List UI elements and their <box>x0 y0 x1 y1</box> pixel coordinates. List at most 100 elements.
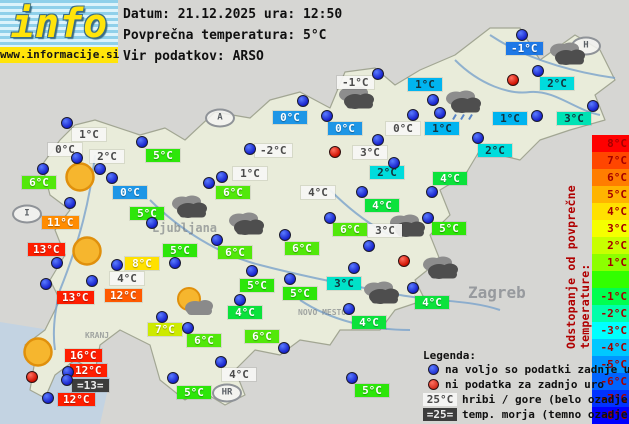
city-label: KRANJ <box>85 331 110 340</box>
temp-label: 6°C <box>187 334 221 347</box>
cloud-icon <box>172 195 207 218</box>
city-label: Zagreb <box>468 283 526 302</box>
station-dot-missing <box>398 255 410 267</box>
cloud-rain-icon <box>446 90 481 121</box>
temp-label: 5°C <box>283 287 317 300</box>
station-dot-ok <box>278 342 290 354</box>
scale-cell: -8°C <box>592 407 629 424</box>
header-source: Vir podatkov: ARSO <box>123 49 264 64</box>
station-dot-ok <box>297 95 309 107</box>
cloud-icon <box>550 42 585 65</box>
station-dot-ok <box>203 177 215 189</box>
temp-label: 4°C <box>222 368 256 381</box>
station-dot-ok <box>426 186 438 198</box>
station-dot-ok <box>346 372 358 384</box>
header-info: Datum: 21.12.2025 ura: 12:50 Povprečna t… <box>123 4 342 67</box>
station-dot-ok <box>215 356 227 368</box>
station-dot-ok <box>216 171 228 183</box>
station-dot-ok <box>40 278 52 290</box>
station-dot-ok <box>211 234 223 246</box>
cloud-icon <box>339 86 374 109</box>
sun-icon <box>65 162 95 192</box>
station-dot-missing <box>507 74 519 86</box>
sun-icon <box>23 337 53 367</box>
station-dot-ok <box>516 29 528 41</box>
station-dot-ok <box>156 311 168 323</box>
station-dot-ok <box>37 163 49 175</box>
temp-label: 7°C <box>148 323 182 336</box>
station-dot-ok <box>94 163 106 175</box>
temp-label: 6°C <box>245 330 279 343</box>
station-dot-ok <box>356 186 368 198</box>
station-dot-ok <box>348 262 360 274</box>
temp-label: 5°C <box>163 244 197 257</box>
scale-cell: -5°C <box>592 356 629 373</box>
temp-label: 12°C <box>70 364 107 377</box>
white-label-sample: 25°C <box>423 393 457 406</box>
temp-label: 1°C <box>425 122 459 135</box>
temp-label: -1°C <box>506 42 543 55</box>
temp-label: 0°C <box>386 122 420 135</box>
scale-cell: 8°C <box>592 135 629 152</box>
scale-title: Odstopanje od povprečne temperature: <box>564 185 592 349</box>
temp-label: 2°C <box>540 77 574 90</box>
temp-label: 4°C <box>228 306 262 319</box>
temp-label: 8°C <box>125 257 159 270</box>
station-dot-ok <box>434 107 446 119</box>
legend-item-mountains: 25°C hribi / gore (belo ozadje) <box>423 392 629 407</box>
red-dot-icon <box>428 379 439 390</box>
temp-label: 6°C <box>333 223 367 236</box>
station-dot-ok <box>407 282 419 294</box>
logo[interactable]: info <box>0 0 118 47</box>
scale-cell: -6°C <box>592 373 629 390</box>
temp-label: 2°C <box>370 166 404 179</box>
temp-label: 6°C <box>216 186 250 199</box>
temp-label: 0°C <box>113 186 147 199</box>
station-dot-ok <box>321 110 333 122</box>
station-dot-ok <box>61 374 73 386</box>
station-dot-ok <box>531 110 543 122</box>
temp-label: 6°C <box>285 242 319 255</box>
temp-label: 6°C <box>218 246 252 259</box>
scale-cell: -3°C <box>592 322 629 339</box>
scale-cell: -1°C <box>592 288 629 305</box>
station-dot-ok <box>86 275 98 287</box>
station-dot-ok <box>279 229 291 241</box>
scale-cell: -7°C <box>592 390 629 407</box>
legend-item-label: na voljo so podatki zadnje ure <box>445 363 629 376</box>
station-dot-ok <box>427 94 439 106</box>
legend-item-label: hribi / gore (belo ozadje) <box>462 393 629 406</box>
temp-label: 4°C <box>110 272 144 285</box>
station-dot-ok <box>422 212 434 224</box>
scale-cell: 5°C <box>592 186 629 203</box>
temp-label: 0°C <box>273 111 307 124</box>
temp-label: 12°C <box>58 393 95 406</box>
scale-cell <box>592 271 629 288</box>
temp-label: 13°C <box>57 291 94 304</box>
temp-label: 1°C <box>233 167 267 180</box>
station-dot-ok <box>64 197 76 209</box>
scale-cell: -2°C <box>592 305 629 322</box>
temp-label: 1°C <box>408 78 442 91</box>
logo-url[interactable]: www.informacije.si <box>0 47 120 63</box>
road-sign: HR <box>212 383 242 403</box>
rivers <box>52 34 616 351</box>
road-sign: A <box>205 108 235 128</box>
station-dot-ok <box>51 257 63 269</box>
station-dot-ok <box>363 240 375 252</box>
city-label: NOVO MESTO <box>298 308 347 317</box>
blue-dot-icon <box>428 364 439 375</box>
logo-text: info <box>10 0 108 47</box>
temp-label: 13°C <box>28 243 65 256</box>
legend-item-label: ni podatka za zadnjo uro <box>445 378 604 391</box>
station-dot-ok <box>167 372 179 384</box>
temp-label: 1°C <box>72 128 106 141</box>
scale-cell: 1°C <box>592 254 629 271</box>
legend-item-no-data: ni podatka za zadnjo uro <box>423 377 629 392</box>
station-dot-ok <box>61 117 73 129</box>
temp-label: 3°C <box>353 146 387 159</box>
temp-label: 3°C <box>368 224 402 237</box>
station-dot-ok <box>182 322 194 334</box>
